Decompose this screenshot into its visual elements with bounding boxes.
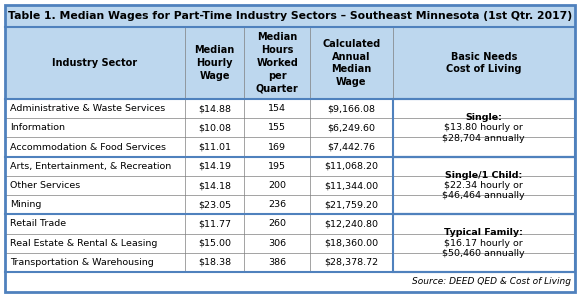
Text: $16.17 hourly or: $16.17 hourly or [444,239,523,248]
Text: $14.18: $14.18 [198,181,231,190]
Bar [5,5,575,27]
Bar [5,99,575,272]
Text: Other Services: Other Services [10,181,80,190]
Text: 155: 155 [268,123,286,132]
Text: 195: 195 [268,162,286,171]
Text: $23.05: $23.05 [198,200,231,209]
Text: $46,464 annually: $46,464 annually [443,192,525,201]
Text: $18,360.00: $18,360.00 [324,239,378,248]
Text: Single/1 Child:: Single/1 Child: [445,170,523,179]
Text: 260: 260 [268,219,286,229]
Bar [393,157,575,214]
Text: 236: 236 [268,200,287,209]
Text: $28,378.72: $28,378.72 [324,258,378,267]
Text: $12,240.80: $12,240.80 [324,219,378,229]
Text: Calculated
Annual
Median
Wage: Calculated Annual Median Wage [322,39,380,87]
Text: Retail Trade: Retail Trade [10,219,66,229]
Text: Arts, Entertainment, & Recreation: Arts, Entertainment, & Recreation [10,162,171,171]
Text: $7,442.76: $7,442.76 [327,142,375,152]
Text: $14.88: $14.88 [198,104,231,113]
Text: $18.38: $18.38 [198,258,231,267]
Text: Source: DEED QED & Cost of Living: Source: DEED QED & Cost of Living [412,277,571,286]
Text: Transportation & Warehousing: Transportation & Warehousing [10,258,154,267]
Text: Median
Hours
Worked
per
Quarter: Median Hours Worked per Quarter [256,32,299,94]
Bar [5,272,575,292]
Text: Basic Needs
Cost of Living: Basic Needs Cost of Living [446,52,521,74]
Text: $11.01: $11.01 [198,142,231,152]
Bar [5,27,575,99]
Text: Industry Sector: Industry Sector [52,58,137,68]
Text: $9,166.08: $9,166.08 [327,104,375,113]
Text: 200: 200 [268,181,286,190]
Text: $11.77: $11.77 [198,219,231,229]
Text: $15.00: $15.00 [198,239,231,248]
Text: Table 1. Median Wages for Part-Time Industry Sectors – Southeast Minnesota (1st : Table 1. Median Wages for Part-Time Indu… [8,11,572,21]
Text: $13.80 hourly or: $13.80 hourly or [444,123,523,132]
Text: Information: Information [10,123,65,132]
Text: $11,344.00: $11,344.00 [324,181,378,190]
Text: $21,759.20: $21,759.20 [324,200,378,209]
Text: $14.19: $14.19 [198,162,231,171]
Text: 154: 154 [268,104,286,113]
Text: $28,704 annually: $28,704 annually [443,134,525,143]
Text: 169: 169 [268,142,286,152]
Bar [393,214,575,272]
Text: 386: 386 [268,258,287,267]
Text: Real Estate & Rental & Leasing: Real Estate & Rental & Leasing [10,239,157,248]
Text: Single:: Single: [465,113,502,122]
Text: 306: 306 [268,239,287,248]
Text: $6,249.60: $6,249.60 [327,123,375,132]
Text: Typical Family:: Typical Family: [444,228,523,237]
Text: $10.08: $10.08 [198,123,231,132]
Text: Median
Hourly
Wage: Median Hourly Wage [194,45,234,81]
Text: $22.34 hourly or: $22.34 hourly or [444,181,523,190]
Text: $50,460 annually: $50,460 annually [443,249,525,258]
Text: Mining: Mining [10,200,41,209]
Text: Administrative & Waste Services: Administrative & Waste Services [10,104,165,113]
Text: Accommodation & Food Services: Accommodation & Food Services [10,142,166,152]
Bar [393,99,575,157]
Text: $11,068.20: $11,068.20 [324,162,378,171]
